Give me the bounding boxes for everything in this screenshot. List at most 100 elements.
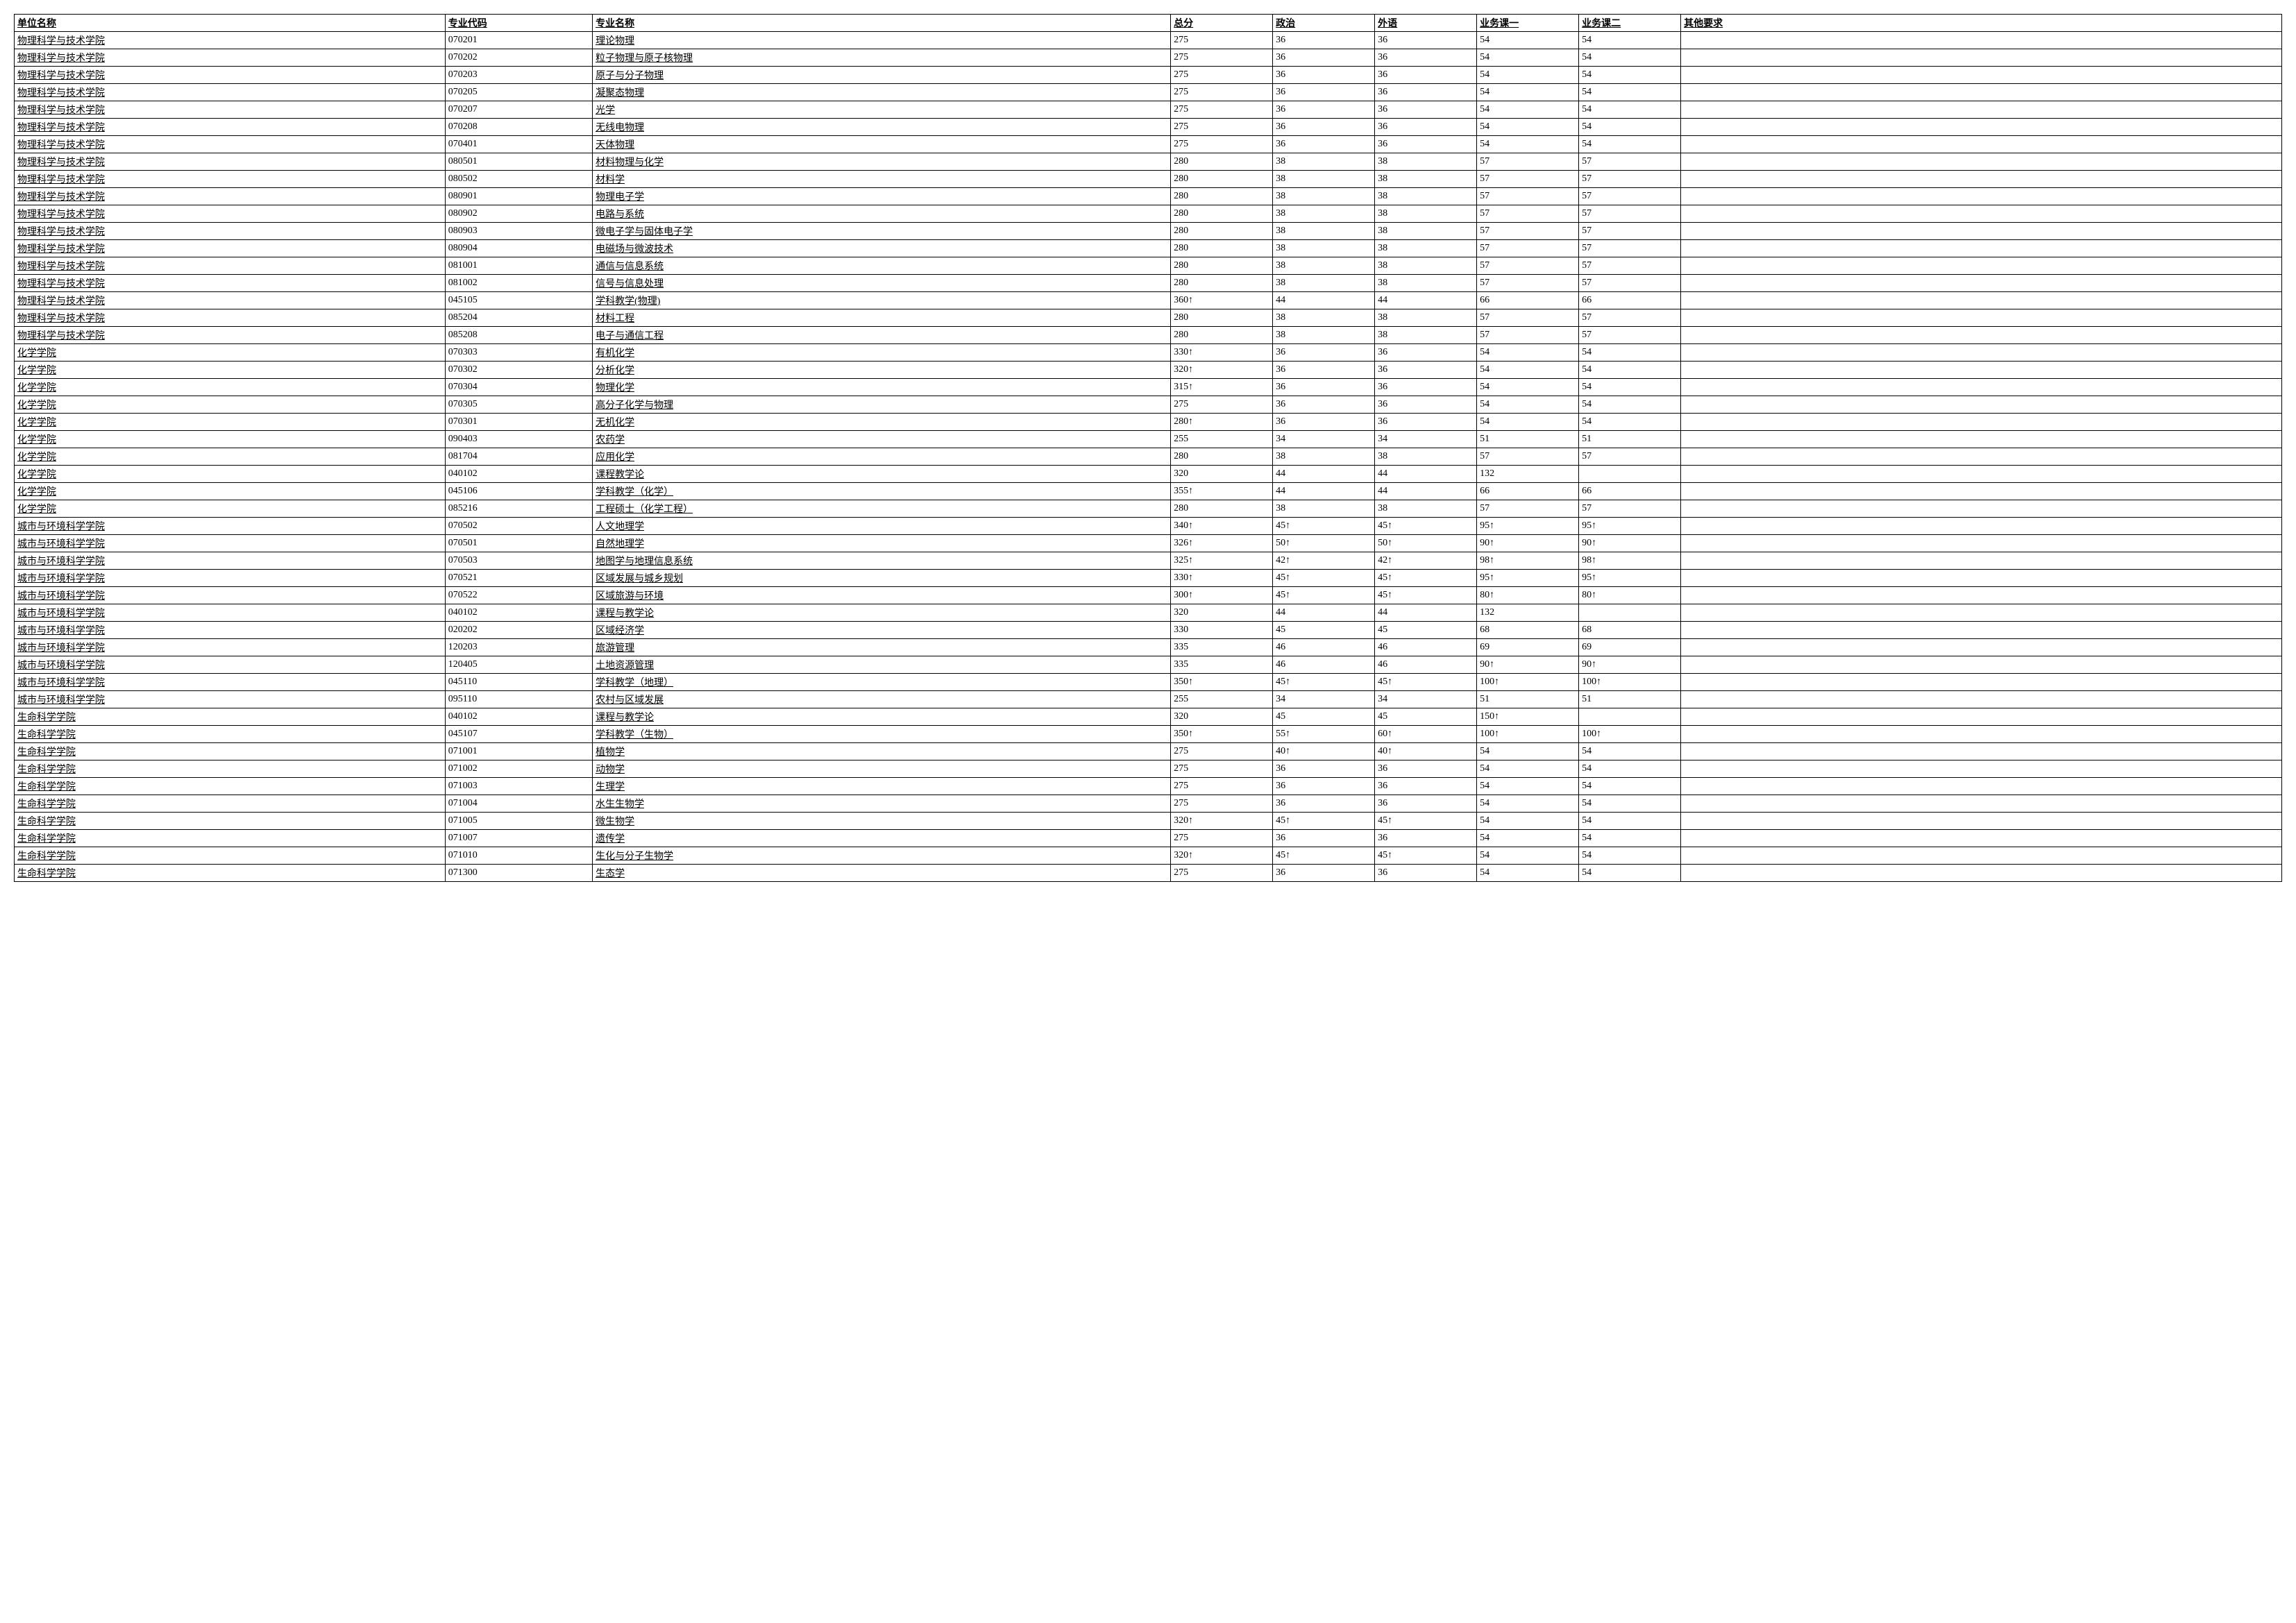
cell-course2: 57 [1579,257,1681,275]
table-row: 物理科学与技术学院080903微电子学与固体电子学28038385757 [15,223,2282,240]
cell-course1: 51 [1477,691,1579,708]
cell-course2: 57 [1579,309,1681,327]
cell-code: 080902 [445,205,592,223]
cell-course2: 98↑ [1579,552,1681,570]
cell-code: 040102 [445,604,592,622]
cell-course2: 54 [1579,830,1681,847]
cell-major: 课程教学论 [593,466,1171,483]
cell-total: 255 [1171,691,1273,708]
cell-foreign: 36 [1375,795,1477,813]
cell-total: 275 [1171,760,1273,778]
cell-code: 070302 [445,362,592,379]
cell-course1: 100↑ [1477,674,1579,691]
table-row: 化学学院070305高分子化学与物理27536365454 [15,396,2282,414]
cell-foreign: 45↑ [1375,518,1477,535]
header-code: 专业代码 [445,15,592,32]
table-row: 物理科学与技术学院070203原子与分子物理27536365454 [15,67,2282,84]
cell-course1: 66 [1477,483,1579,500]
cell-total: 280 [1171,205,1273,223]
cell-other [1681,309,2282,327]
cell-other [1681,396,2282,414]
table-row: 城市与环境科学学院070503地图学与地理信息系统325↑42↑42↑98↑98… [15,552,2282,570]
table-row: 生命科学学院071005微生物学320↑45↑45↑5454 [15,813,2282,830]
cell-foreign: 38 [1375,257,1477,275]
cell-foreign: 38 [1375,205,1477,223]
cell-politics: 45↑ [1273,518,1375,535]
cell-politics: 36 [1273,379,1375,396]
table-row: 化学学院081704应用化学28038385757 [15,448,2282,466]
table-row: 物理科学与技术学院080901物理电子学28038385757 [15,188,2282,205]
table-row: 化学学院045106学科教学（化学）355↑44446666 [15,483,2282,500]
table-row: 物理科学与技术学院080501材料物理与化学28038385757 [15,153,2282,171]
cell-unit: 生命科学学院 [15,760,446,778]
cell-major: 植物学 [593,743,1171,760]
cell-course1: 54 [1477,778,1579,795]
cell-major: 工程硕士（化学工程） [593,500,1171,518]
cell-code: 081704 [445,448,592,466]
cell-course2: 51 [1579,431,1681,448]
table-row: 物理科学与技术学院081001通信与信息系统28038385757 [15,257,2282,275]
cell-total: 280 [1171,171,1273,188]
cell-politics: 44 [1273,292,1375,309]
cell-total: 280 [1171,500,1273,518]
table-row: 化学学院070304物理化学315↑36365454 [15,379,2282,396]
cell-foreign: 38 [1375,171,1477,188]
cell-unit: 物理科学与技术学院 [15,84,446,101]
cell-other [1681,552,2282,570]
cell-course1: 54 [1477,847,1579,865]
table-row: 化学学院085216工程硕士（化学工程）28038385757 [15,500,2282,518]
cell-total: 330↑ [1171,570,1273,587]
cell-other [1681,813,2282,830]
table-row: 物理科学与技术学院070202粒子物理与原子核物理27536365454 [15,49,2282,67]
cell-course2: 54 [1579,865,1681,882]
cell-foreign: 45↑ [1375,570,1477,587]
cell-foreign: 44 [1375,466,1477,483]
cell-other [1681,656,2282,674]
cell-course2 [1579,604,1681,622]
cell-course1: 90↑ [1477,656,1579,674]
cell-foreign: 36 [1375,49,1477,67]
cell-unit: 化学学院 [15,466,446,483]
cell-total: 275 [1171,101,1273,119]
cell-unit: 物理科学与技术学院 [15,171,446,188]
table-row: 生命科学学院040102课程与教学论3204545150↑ [15,708,2282,726]
cell-total: 320↑ [1171,847,1273,865]
cell-total: 280 [1171,309,1273,327]
cell-politics: 36 [1273,67,1375,84]
cell-course2: 54 [1579,32,1681,49]
table-row: 物理科学与技术学院070205凝聚态物理27536365454 [15,84,2282,101]
cell-unit: 物理科学与技术学院 [15,136,446,153]
cell-major: 原子与分子物理 [593,67,1171,84]
cell-total: 360↑ [1171,292,1273,309]
cell-other [1681,604,2282,622]
cell-major: 材料物理与化学 [593,153,1171,171]
cell-other [1681,327,2282,344]
cell-code: 045105 [445,292,592,309]
cell-politics: 38 [1273,153,1375,171]
cell-course1: 54 [1477,101,1579,119]
cell-code: 120203 [445,639,592,656]
cell-total: 280 [1171,223,1273,240]
cell-course2: 54 [1579,67,1681,84]
cell-total: 280 [1171,327,1273,344]
cell-total: 325↑ [1171,552,1273,570]
cell-code: 071007 [445,830,592,847]
header-course1: 业务课一 [1477,15,1579,32]
cell-course1: 57 [1477,327,1579,344]
cell-politics: 38 [1273,171,1375,188]
cell-total: 280 [1171,188,1273,205]
cell-other [1681,240,2282,257]
cell-politics: 36 [1273,414,1375,431]
cell-politics: 36 [1273,396,1375,414]
cell-unit: 生命科学学院 [15,743,446,760]
cell-total: 326↑ [1171,535,1273,552]
cell-total: 320 [1171,604,1273,622]
table-row: 化学学院070303有机化学330↑36365454 [15,344,2282,362]
cell-foreign: 36 [1375,101,1477,119]
table-row: 生命科学学院071010生化与分子生物学320↑45↑45↑5454 [15,847,2282,865]
header-unit: 单位名称 [15,15,446,32]
cell-politics: 36 [1273,136,1375,153]
cell-total: 255 [1171,431,1273,448]
cell-course1: 57 [1477,275,1579,292]
cell-other [1681,257,2282,275]
